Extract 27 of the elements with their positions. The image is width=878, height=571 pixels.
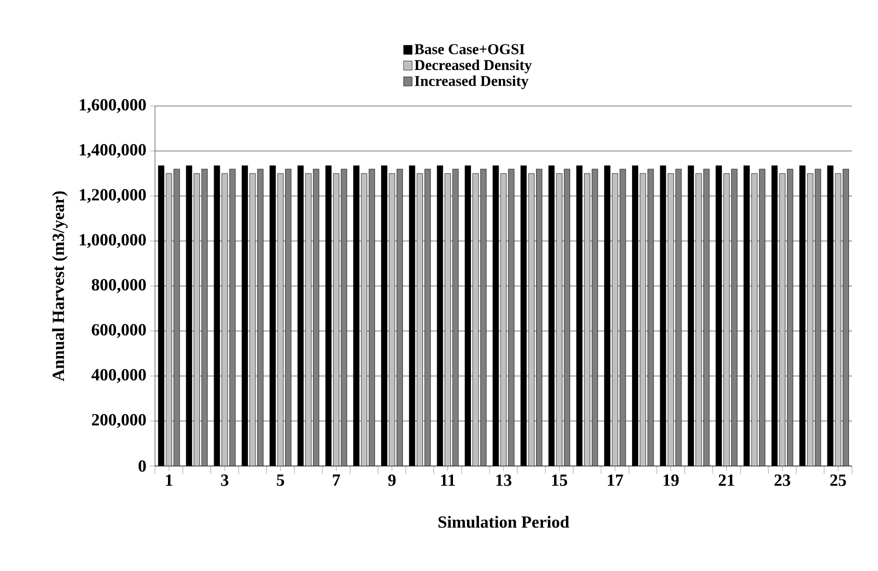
x-tick-label: 13 [496, 474, 512, 486]
y-tick-label: 600,000 [92, 324, 146, 338]
legend-label: Base Case+OGSI [414, 44, 524, 54]
y-tick-label: 1,000,000 [80, 234, 146, 248]
y-tick-label: 800,000 [92, 279, 146, 293]
y-tick-label: 200,000 [92, 414, 146, 428]
x-tick-label: 3 [221, 474, 228, 486]
legend-label: Decreased Density [414, 60, 532, 74]
y-tick-label: 1,200,000 [80, 189, 146, 203]
x-tick-label: 15 [552, 474, 568, 486]
y-tick-label: 400,000 [91, 369, 146, 383]
y-tick-label: 1,400,000 [80, 144, 146, 158]
x-tick-label: 17 [608, 474, 624, 486]
x-axis-title: Simulation Period [438, 516, 570, 528]
y-axis-title: Annual Harvest (m3/year) [52, 191, 68, 382]
x-tick-label: 1 [166, 474, 172, 486]
legend-label: Increased Density [414, 76, 528, 90]
x-tick-label: 23 [774, 474, 790, 486]
x-tick-label: 19 [664, 474, 679, 486]
y-tick-label: 0 [138, 460, 146, 472]
x-tick-label: 9 [388, 474, 396, 486]
x-tick-label: 11 [441, 474, 455, 486]
x-tick-label: 7 [332, 474, 340, 486]
x-tick-label: 21 [718, 474, 734, 486]
x-tick-label: 5 [276, 474, 284, 486]
y-tick-label: 1,600,000 [80, 99, 146, 113]
x-tick-label: 25 [830, 474, 846, 486]
